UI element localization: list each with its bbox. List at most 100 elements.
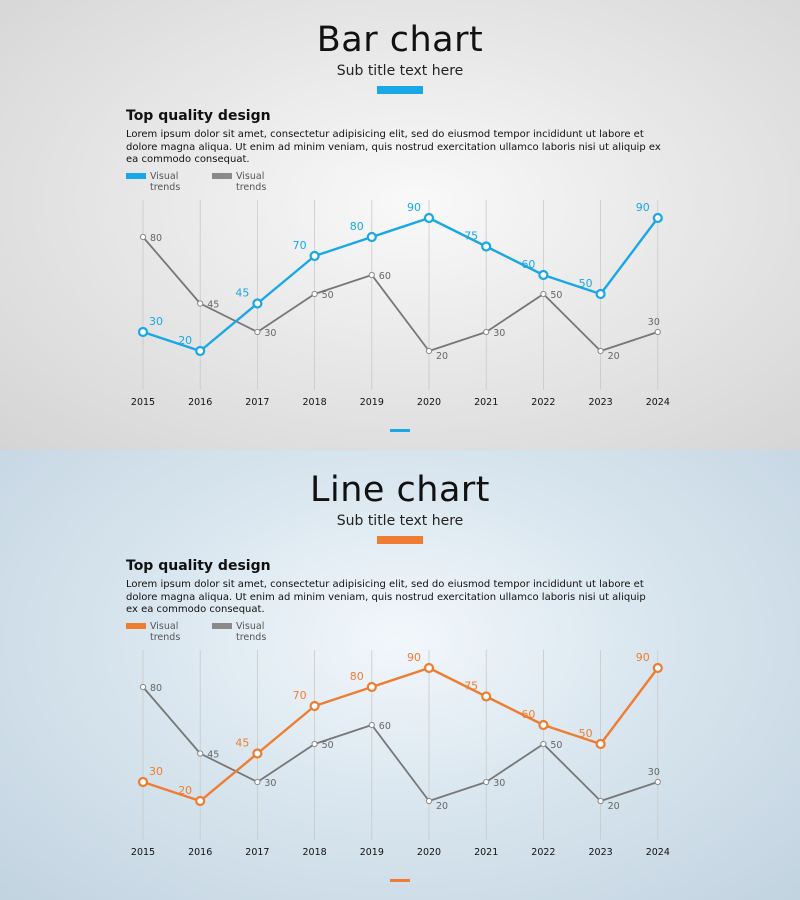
x-tick-label: 2022 [531, 847, 555, 858]
legend-label-primary: Visual trends [150, 621, 181, 643]
data-label-primary: 30 [149, 315, 163, 328]
data-label-secondary: 60 [379, 721, 391, 732]
data-point-primary [309, 700, 320, 712]
data-label-primary: 75 [464, 230, 478, 243]
x-tick-label: 2020 [417, 397, 441, 408]
data-point-primary [366, 681, 377, 693]
data-label-secondary: 30 [493, 328, 505, 339]
data-label-primary: 75 [464, 680, 478, 693]
data-label-secondary: 50 [322, 290, 334, 301]
x-tick-label: 2021 [474, 847, 498, 858]
x-tick-label: 2017 [245, 397, 269, 408]
data-point-primary [595, 738, 606, 750]
data-point-secondary [654, 328, 661, 336]
panel-subtitle: Sub title text here [336, 63, 464, 79]
data-label-primary: 60 [521, 258, 535, 271]
data-label-secondary: 50 [322, 740, 334, 751]
data-label-primary: 45 [235, 737, 249, 750]
data-point-secondary [483, 328, 490, 336]
data-label-secondary: 45 [207, 300, 219, 311]
series-line-primary [142, 666, 659, 803]
x-tick-label: 2021 [474, 397, 498, 408]
data-label-primary: 90 [407, 201, 421, 214]
data-label-primary: 20 [178, 784, 192, 797]
data-point-primary [309, 250, 320, 262]
chart-legend: Visual trends Visual trends [126, 171, 298, 193]
data-point-secondary [483, 778, 490, 786]
data-point-secondary [197, 750, 204, 757]
data-point-secondary [597, 347, 604, 355]
data-point-primary [137, 326, 149, 338]
x-tick-label: 2018 [303, 847, 327, 858]
data-label-primary: 70 [293, 689, 307, 702]
data-point-primary [538, 719, 549, 731]
data-point-primary [423, 662, 435, 674]
legend-swatch-primary [126, 623, 146, 629]
data-point-secondary [197, 300, 204, 307]
data-label-secondary: 45 [207, 750, 219, 761]
x-tick-label: 2019 [360, 397, 384, 408]
data-point-primary [252, 748, 263, 759]
legend-item-primary: Visual trends [126, 171, 190, 193]
x-tick-label: 2023 [589, 847, 613, 858]
accent-bar [377, 86, 423, 94]
x-tick-label: 2015 [131, 397, 155, 408]
legend-label-secondary: Visual trends [236, 171, 267, 193]
data-label-primary: 50 [579, 727, 593, 740]
data-point-secondary [654, 778, 661, 786]
legend-label-secondary: Visual trends [236, 621, 267, 643]
x-tick-label: 2023 [589, 397, 613, 408]
data-point-secondary [254, 328, 261, 336]
legend-item-primary: Visual trends [126, 621, 190, 643]
data-point-secondary [254, 778, 261, 786]
data-point-secondary [540, 290, 547, 298]
data-point-secondary [311, 740, 318, 748]
data-label-primary: 80 [350, 220, 364, 233]
data-label-secondary: 30 [648, 317, 660, 328]
data-label-secondary: 80 [150, 233, 162, 244]
data-label-primary: 20 [178, 334, 192, 347]
section-heading: Top quality design [126, 558, 271, 574]
data-point-primary [481, 241, 492, 252]
legend-swatch-secondary [212, 623, 232, 629]
data-point-secondary [425, 797, 433, 805]
data-point-primary [137, 776, 149, 788]
data-point-primary [481, 691, 492, 702]
data-label-primary: 60 [521, 708, 535, 721]
data-point-primary [252, 298, 263, 309]
line-chart-panel: Line chart Sub title text here Top quali… [0, 450, 800, 900]
data-label-primary: 30 [149, 765, 163, 778]
x-tick-label: 2016 [188, 847, 212, 858]
data-label-secondary: 20 [436, 801, 448, 812]
data-point-primary [423, 212, 435, 224]
x-tick-label: 2018 [303, 397, 327, 408]
data-label-secondary: 30 [264, 778, 276, 789]
footer-accent-bar [390, 429, 410, 432]
data-label-secondary: 60 [379, 271, 391, 282]
section-body: Lorem ipsum dolor sit amet, consectetur … [126, 129, 661, 165]
legend-swatch-secondary [212, 173, 232, 179]
section-heading: Top quality design [126, 108, 271, 124]
data-label-secondary: 30 [264, 328, 276, 339]
data-point-secondary [540, 740, 547, 748]
data-point-secondary [311, 290, 318, 298]
x-tick-label: 2020 [417, 847, 441, 858]
data-label-secondary: 80 [150, 683, 162, 694]
legend-item-secondary: Visual trends [212, 171, 276, 193]
section-body: Lorem ipsum dolor sit amet, consectetur … [126, 579, 646, 615]
data-point-primary [595, 288, 606, 300]
data-label-primary: 90 [407, 651, 421, 664]
data-label-secondary: 20 [608, 801, 620, 812]
data-label-primary: 90 [636, 201, 650, 214]
data-label-primary: 80 [350, 670, 364, 683]
data-point-primary [195, 795, 206, 807]
x-tick-label: 2019 [360, 847, 384, 858]
legend-label-primary: Visual trends [150, 171, 181, 193]
data-label-primary: 90 [636, 651, 650, 664]
bar-chart-panel: Bar chart Sub title text here Top qualit… [0, 0, 800, 450]
legend-swatch-primary [126, 173, 146, 179]
data-label-secondary: 20 [608, 351, 620, 362]
data-label-primary: 50 [579, 277, 593, 290]
accent-bar [377, 536, 423, 544]
data-label-secondary: 50 [550, 740, 562, 751]
